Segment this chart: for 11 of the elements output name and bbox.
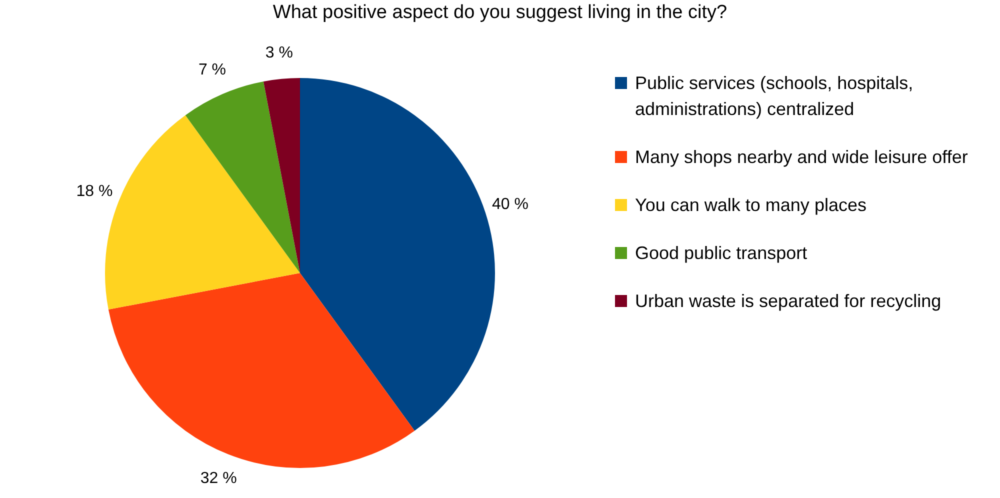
data-label: 32 %	[200, 470, 237, 487]
legend-label: Many shops nearby and wide leisure offer	[635, 146, 968, 169]
data-label: 18 %	[76, 183, 113, 200]
data-label: 40 %	[492, 196, 528, 214]
legend-label: Urban waste is separated for recycling	[635, 290, 942, 313]
legend-label: You can walk to many places	[635, 194, 866, 217]
chart-title: What positive aspect do you suggest living in the city?	[272, 2, 728, 24]
legend-label: Good public transport	[635, 242, 808, 265]
data-label: 3 %	[265, 44, 293, 62]
data-label: 7 %	[198, 62, 226, 79]
legend-label: Public services (schools, hospitals, administrations) centralized	[635, 72, 914, 121]
